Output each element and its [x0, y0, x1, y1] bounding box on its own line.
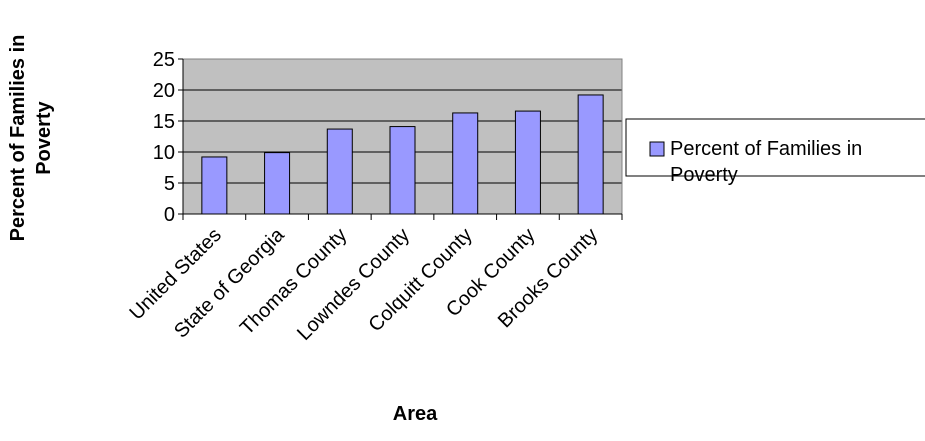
x-tick-label: Lowndes County [293, 224, 414, 345]
x-axis-title: Area [393, 403, 438, 425]
y-axis-title-line-1: Percent of Families in [7, 35, 29, 242]
legend-box [625, 118, 925, 177]
bar [201, 156, 228, 215]
bar [264, 152, 291, 215]
legend: Percent of Families in Poverty [625, 118, 925, 186]
x-tick-label: State of Georgia [170, 223, 289, 342]
y-axis-title: Percent of Families in Poverty [7, 35, 55, 242]
bar [452, 112, 479, 215]
bar [514, 110, 541, 215]
bars-group [201, 94, 604, 215]
y-tick-label: 25 [153, 49, 175, 71]
bar [326, 128, 353, 215]
y-tick-label: 15 [153, 111, 175, 133]
legend-label-line-1: Percent of Families in [670, 138, 862, 160]
legend-label-line-2: Poverty [670, 164, 738, 186]
y-tick-label: 20 [153, 80, 175, 102]
x-tick-label: Thomas County [236, 224, 351, 339]
y-tick-label: 0 [164, 204, 175, 226]
bar [389, 126, 416, 215]
y-axis-ticks: 0 5 10 15 20 25 [153, 49, 183, 226]
legend-swatch [649, 141, 665, 157]
bar [577, 94, 604, 215]
y-tick-label: 5 [164, 173, 175, 195]
y-tick-label: 10 [153, 142, 175, 164]
y-axis-title-line-2: Poverty [33, 100, 55, 174]
